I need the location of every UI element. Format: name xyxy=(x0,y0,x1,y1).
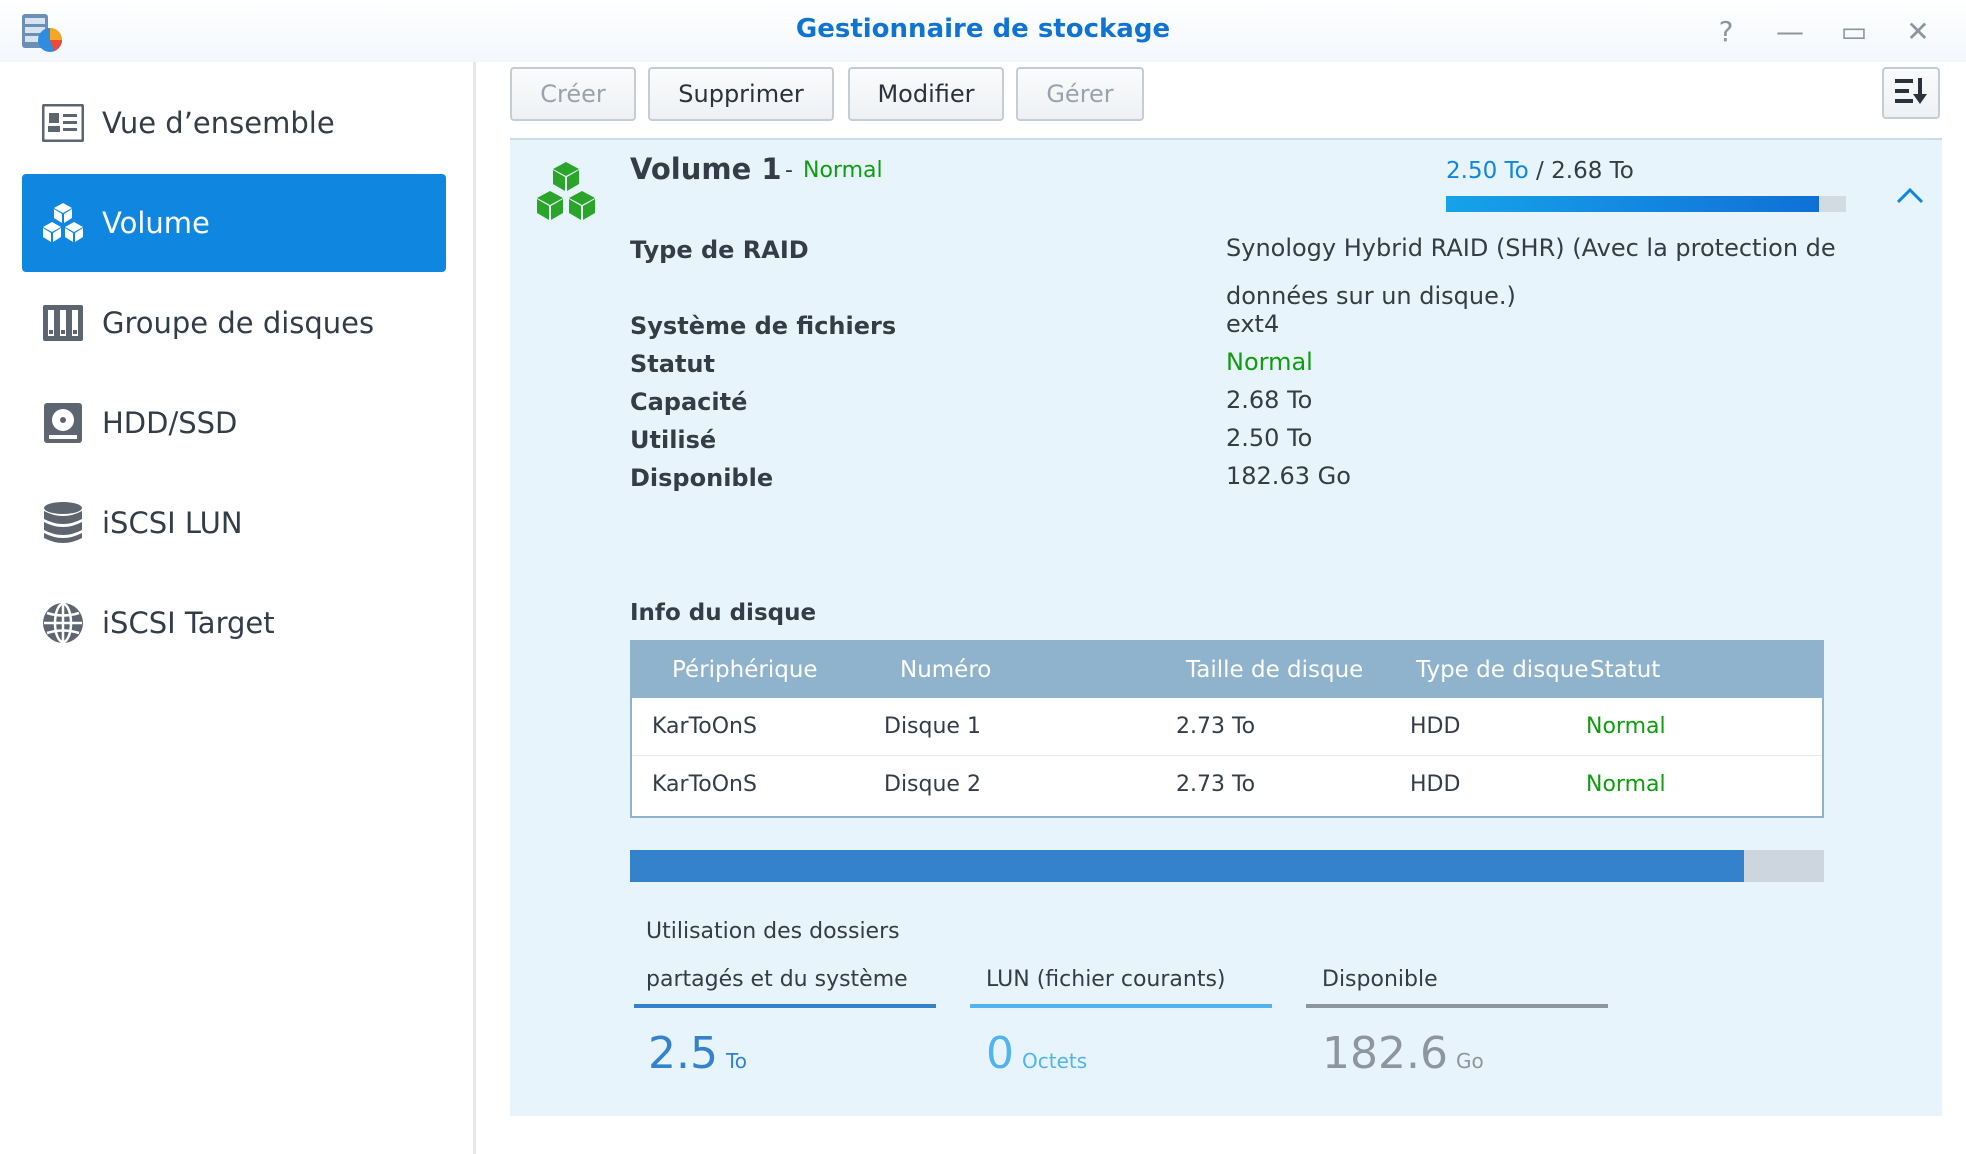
disk-info-table: Périphérique Numéro Taille de disque Typ… xyxy=(630,640,1824,818)
legend-number: 2.5 xyxy=(648,1028,718,1079)
cell-number: Disque 1 xyxy=(884,714,981,739)
usage-separator: / xyxy=(1528,158,1552,184)
create-button[interactable]: Créer xyxy=(510,67,636,121)
prop-value-filesystem: ext4 xyxy=(1226,310,1280,338)
folder-usage-fill xyxy=(630,850,1744,882)
sidebar-item-iscsi-lun[interactable]: iSCSI LUN xyxy=(22,474,446,572)
sidebar-item-label: Volume xyxy=(102,206,210,240)
chevron-up-icon xyxy=(1896,187,1924,204)
sidebar-item-iscsi-target[interactable]: iSCSI Target xyxy=(22,574,446,672)
sidebar: Vue d’ensemble Volume Groupe de disques … xyxy=(0,62,476,1154)
legend-label-available: Disponible xyxy=(1322,967,1438,992)
sidebar-item-label: iSCSI LUN xyxy=(102,506,243,540)
column-header-device[interactable]: Périphérique xyxy=(672,657,818,683)
prop-value-status: Normal xyxy=(1226,348,1313,376)
legend-label-shared-folders: Utilisation des dossiers partagés et du … xyxy=(646,919,908,992)
cell-number: Disque 2 xyxy=(884,772,981,797)
legend-value-lun: 0 Octets xyxy=(986,1028,1087,1079)
legend-line-available xyxy=(1306,1004,1608,1008)
sidebar-item-disk-group[interactable]: Groupe de disques xyxy=(22,274,446,372)
volume-usage-bar xyxy=(1446,196,1846,212)
modify-button[interactable]: Modifier xyxy=(848,67,1004,121)
legend-value-shared-folders: 2.5 To xyxy=(648,1028,747,1079)
volume-name: Volume 1 xyxy=(630,152,782,186)
prop-value-available: 182.63 Go xyxy=(1226,462,1351,490)
help-button[interactable]: ? xyxy=(1708,14,1744,50)
database-icon xyxy=(40,500,86,546)
minimize-button[interactable]: — xyxy=(1772,14,1808,50)
prop-value-used: 2.50 To xyxy=(1226,424,1313,452)
prop-label-used: Utilisé xyxy=(630,426,717,454)
cell-type: HDD xyxy=(1410,714,1461,739)
delete-button[interactable]: Supprimer xyxy=(648,67,834,121)
volume-total: 2.68 To xyxy=(1551,158,1634,184)
window-title: Gestionnaire de stockage xyxy=(795,14,1171,44)
column-header-size[interactable]: Taille de disque xyxy=(1186,657,1364,683)
disk-group-icon xyxy=(40,300,86,346)
sidebar-item-overview[interactable]: Vue d’ensemble xyxy=(22,74,446,172)
sidebar-item-label: Groupe de disques xyxy=(102,306,375,340)
legend-unit: Octets xyxy=(1022,1049,1088,1073)
table-row[interactable]: KarToOnS Disque 1 2.73 To HDD Normal xyxy=(632,698,1822,756)
storage-manager-app-icon xyxy=(20,10,68,56)
volume-used: 2.50 To xyxy=(1446,158,1529,184)
folder-usage-bar xyxy=(630,850,1824,882)
legend-number: 182.6 xyxy=(1322,1028,1448,1079)
legend-value-available: 182.6 Go xyxy=(1322,1028,1484,1079)
sidebar-item-volume[interactable]: Volume xyxy=(22,174,446,272)
prop-label-capacity: Capacité xyxy=(630,388,748,416)
prop-label-filesystem: Système de fichiers xyxy=(630,312,897,340)
cell-size: 2.73 To xyxy=(1176,714,1256,739)
volume-usage-text: 2.50 To / 2.68 To xyxy=(1446,158,1634,184)
title-bar: Gestionnaire de stockage ? — ▭ ✕ xyxy=(0,0,1966,62)
help-icon: ? xyxy=(1718,15,1734,48)
prop-label-status: Statut xyxy=(630,350,715,378)
legend-line-lun xyxy=(970,1004,1272,1008)
prop-label-available: Disponible xyxy=(630,464,774,492)
cell-type: HDD xyxy=(1410,772,1461,797)
overview-icon xyxy=(40,100,86,146)
globe-icon xyxy=(40,600,86,646)
table-header-row: Périphérique Numéro Taille de disque Typ… xyxy=(632,642,1822,698)
cell-size: 2.73 To xyxy=(1176,772,1256,797)
sidebar-item-hdd-ssd[interactable]: HDD/SSD xyxy=(22,374,446,472)
sidebar-item-label: iSCSI Target xyxy=(102,606,275,640)
cell-status: Normal xyxy=(1586,714,1666,739)
volume-status: Normal xyxy=(803,158,883,183)
volume-dash: - xyxy=(785,158,793,183)
volume-green-cubes-icon xyxy=(532,160,600,226)
cell-status: Normal xyxy=(1586,772,1666,797)
minimize-icon: — xyxy=(1776,15,1804,48)
maximize-icon: ▭ xyxy=(1840,15,1868,48)
close-button[interactable]: ✕ xyxy=(1900,14,1936,50)
table-row[interactable]: KarToOnS Disque 2 2.73 To HDD Normal xyxy=(632,756,1822,814)
collapse-button[interactable] xyxy=(1892,180,1928,210)
column-header-number[interactable]: Numéro xyxy=(900,657,992,683)
legend-number: 0 xyxy=(986,1028,1014,1079)
cell-device: KarToOnS xyxy=(652,772,757,797)
volume-cubes-icon xyxy=(40,200,86,246)
close-icon: ✕ xyxy=(1906,15,1930,48)
prop-value-capacity: 2.68 To xyxy=(1226,386,1313,414)
sidebar-item-label: Vue d’ensemble xyxy=(102,106,335,140)
cell-device: KarToOnS xyxy=(652,714,757,739)
column-header-type[interactable]: Type de disque xyxy=(1416,657,1589,683)
sort-list-icon xyxy=(1894,76,1928,110)
legend-label-lun: LUN (fichier courants) xyxy=(986,967,1226,992)
manage-button[interactable]: Gérer xyxy=(1016,67,1144,121)
disk-info-title: Info du disque xyxy=(630,600,817,626)
legend-unit: To xyxy=(725,1049,748,1073)
prop-label-raid-type: Type de RAID xyxy=(630,236,809,264)
legend-unit: Go xyxy=(1455,1049,1484,1073)
sort-button[interactable] xyxy=(1882,67,1940,119)
hdd-icon xyxy=(40,400,86,446)
volume-usage-fill xyxy=(1446,196,1820,212)
sidebar-item-label: HDD/SSD xyxy=(102,406,238,440)
maximize-button[interactable]: ▭ xyxy=(1836,14,1872,50)
column-header-status[interactable]: Statut xyxy=(1590,657,1661,683)
prop-value-raid-type: Synology Hybrid RAID (SHR) (Avec la prot… xyxy=(1226,234,1836,310)
volume-panel: Volume 1 - Normal 2.50 To / 2.68 To Type… xyxy=(510,138,1942,1116)
legend-line-shared-folders xyxy=(634,1004,936,1008)
